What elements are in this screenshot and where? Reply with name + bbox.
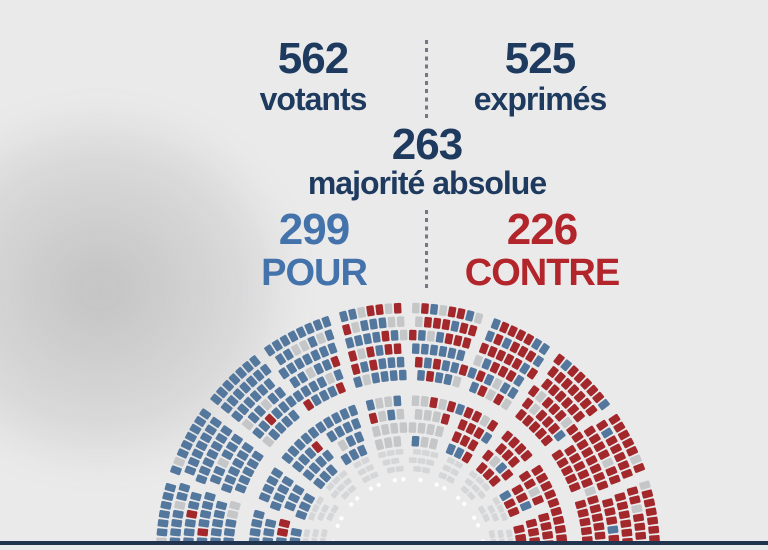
pour-value: 299 [278, 205, 350, 254]
votants-label: votants [259, 81, 368, 117]
divider-dashed-top [425, 40, 428, 118]
exprimes-label: exprimés [473, 81, 608, 117]
majorite-absolue-label: majorité absolue [307, 165, 547, 201]
contre-value: 226 [506, 205, 578, 254]
majorite-absolue-value: 263 [391, 120, 463, 169]
votants-value: 562 [277, 34, 349, 83]
exprimes-value: 525 [504, 34, 576, 83]
contre-label: CONTRE [464, 252, 620, 294]
pour-label: POUR [261, 252, 368, 294]
bottom-banner [0, 541, 768, 545]
divider-dashed-bottom [425, 210, 428, 290]
